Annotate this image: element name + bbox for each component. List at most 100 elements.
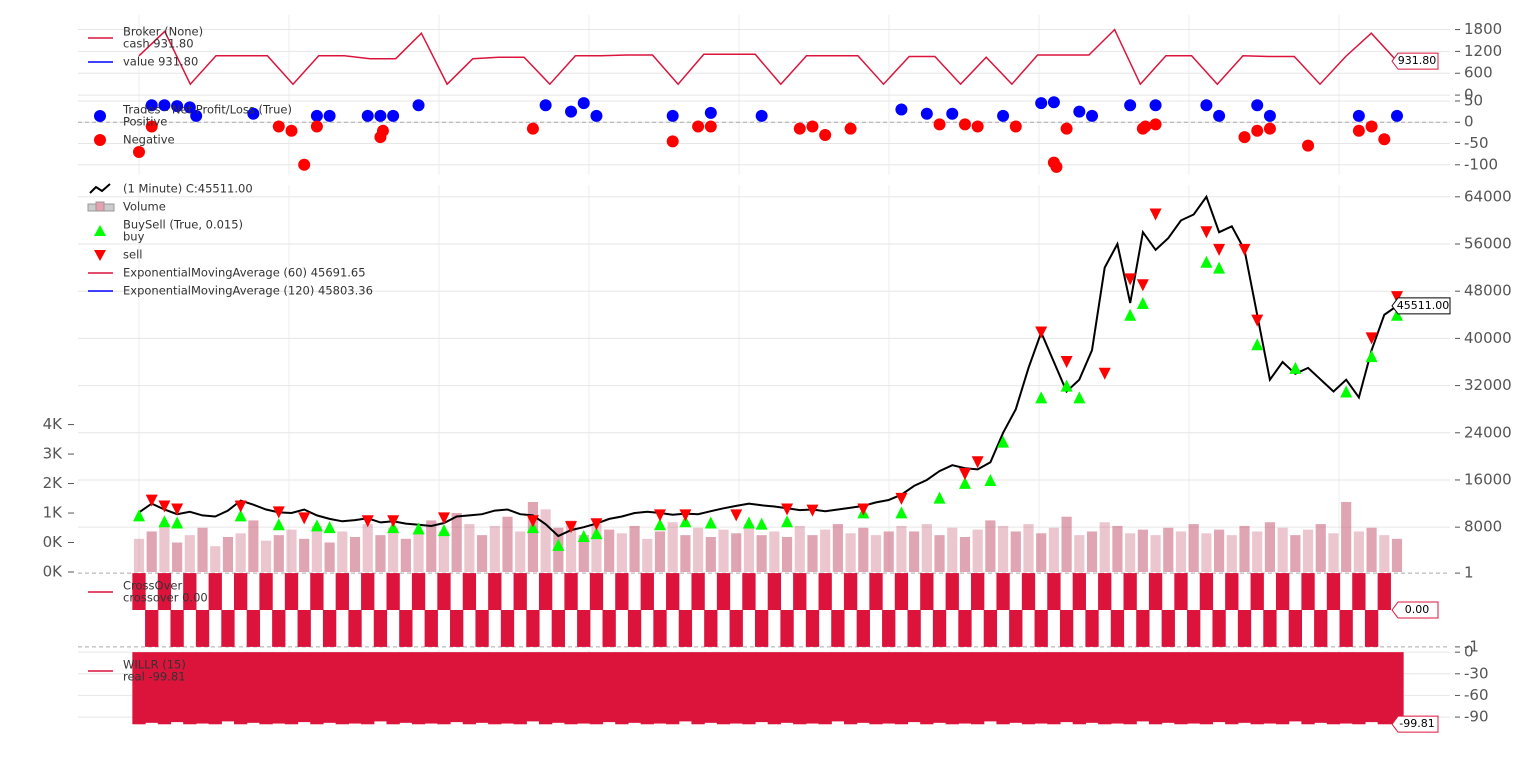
bar: [1174, 573, 1188, 610]
last-value-label: 45511.00: [1397, 299, 1450, 312]
sell-marker: [361, 515, 374, 528]
bar: [831, 652, 845, 722]
bar: [195, 610, 210, 647]
bar: [221, 652, 235, 722]
trade-dot: [374, 109, 387, 122]
volume-bar: [1277, 527, 1288, 572]
trade-dot: [577, 97, 590, 110]
bar: [157, 573, 172, 610]
volume-bar: [1112, 525, 1123, 572]
y-tick-label: 24000: [1464, 423, 1512, 441]
trade-dot: [793, 122, 806, 135]
bar: [1352, 573, 1366, 610]
volume-bar: [1074, 535, 1085, 572]
volume-bar: [1163, 527, 1174, 572]
buy-marker: [704, 516, 717, 529]
trade-dot: [376, 124, 389, 137]
bar: [1034, 652, 1048, 724]
trade-dot: [844, 122, 857, 135]
bar: [882, 652, 896, 724]
volume-bar: [324, 542, 335, 572]
bar: [361, 652, 375, 725]
trade-dot: [806, 120, 819, 133]
bar: [424, 610, 438, 647]
volume-bar: [934, 535, 945, 572]
volume-tick-label: 1K: [43, 504, 64, 522]
last-value-tag: [1391, 52, 1439, 70]
legend-swatch: [94, 225, 106, 236]
y-tick-label: 48000: [1464, 282, 1512, 300]
bar: [1199, 652, 1214, 725]
bar: [1212, 652, 1226, 723]
bar: [1364, 652, 1379, 723]
bar: [335, 573, 349, 610]
volume-bar: [426, 520, 437, 572]
sell-marker: [171, 503, 184, 516]
trade-dot: [1263, 109, 1276, 122]
trade-dot: [895, 103, 908, 116]
y-tick-label: 50: [1464, 91, 1483, 109]
buy-marker: [323, 521, 336, 534]
bar: [589, 573, 604, 610]
volume-bar: [1214, 529, 1225, 572]
sell-marker: [958, 468, 971, 481]
bar: [793, 652, 807, 725]
buy-marker: [577, 530, 590, 543]
bar: [297, 652, 311, 723]
sell-marker: [158, 500, 171, 513]
bar: [983, 652, 998, 722]
bar: [1301, 652, 1315, 725]
bar: [996, 652, 1010, 725]
volume-bar: [1353, 531, 1364, 572]
buy-marker: [552, 538, 565, 551]
volume-bar: [1125, 533, 1136, 572]
sell-marker: [1136, 279, 1149, 292]
sell-marker: [234, 500, 247, 513]
legend-title: Broker (None): [123, 25, 203, 39]
bar: [348, 652, 362, 724]
bar: [234, 573, 248, 610]
trade-dot: [387, 109, 400, 122]
trade-dot: [997, 109, 1010, 122]
buy-marker: [742, 516, 755, 529]
bar: [234, 652, 248, 725]
bar: [1072, 573, 1086, 610]
bar: [1250, 573, 1264, 610]
trade-dot: [1047, 96, 1060, 109]
volume-bar: [1328, 533, 1339, 572]
bar: [132, 573, 146, 610]
y-tick-label: 32000: [1464, 376, 1512, 394]
volume-bar: [985, 520, 996, 572]
volume-bar: [1188, 524, 1199, 572]
trade-dot: [133, 146, 145, 159]
trade-dot: [1073, 105, 1086, 118]
bar: [945, 652, 959, 725]
volume-bar: [807, 535, 818, 572]
y-tick-label: 0: [1464, 643, 1474, 661]
legend-label: Negative: [123, 133, 175, 147]
bar: [500, 652, 515, 724]
bar: [627, 610, 642, 647]
volume-bar: [222, 536, 234, 572]
y-tick-label: 1800: [1464, 20, 1502, 38]
bar: [1059, 610, 1074, 647]
volume-bar: [477, 535, 488, 572]
bar: [183, 573, 197, 610]
bar: [1021, 573, 1036, 610]
bar: [500, 610, 515, 647]
bar: [843, 652, 858, 725]
bar: [513, 573, 527, 610]
volume-bar: [146, 531, 157, 572]
sell-marker: [1213, 243, 1226, 256]
trade-dot: [145, 99, 158, 112]
volume-bar: [451, 513, 462, 572]
sell-marker: [1391, 291, 1403, 304]
y-tick-label: 64000: [1464, 187, 1512, 205]
buy-marker: [933, 491, 946, 504]
legend-title: Trades - Net Profit/Loss (True): [122, 103, 292, 117]
trade-dot: [1200, 99, 1213, 112]
sell-marker: [730, 509, 743, 522]
buy-marker: [958, 476, 971, 489]
buy-marker: [1251, 338, 1264, 351]
